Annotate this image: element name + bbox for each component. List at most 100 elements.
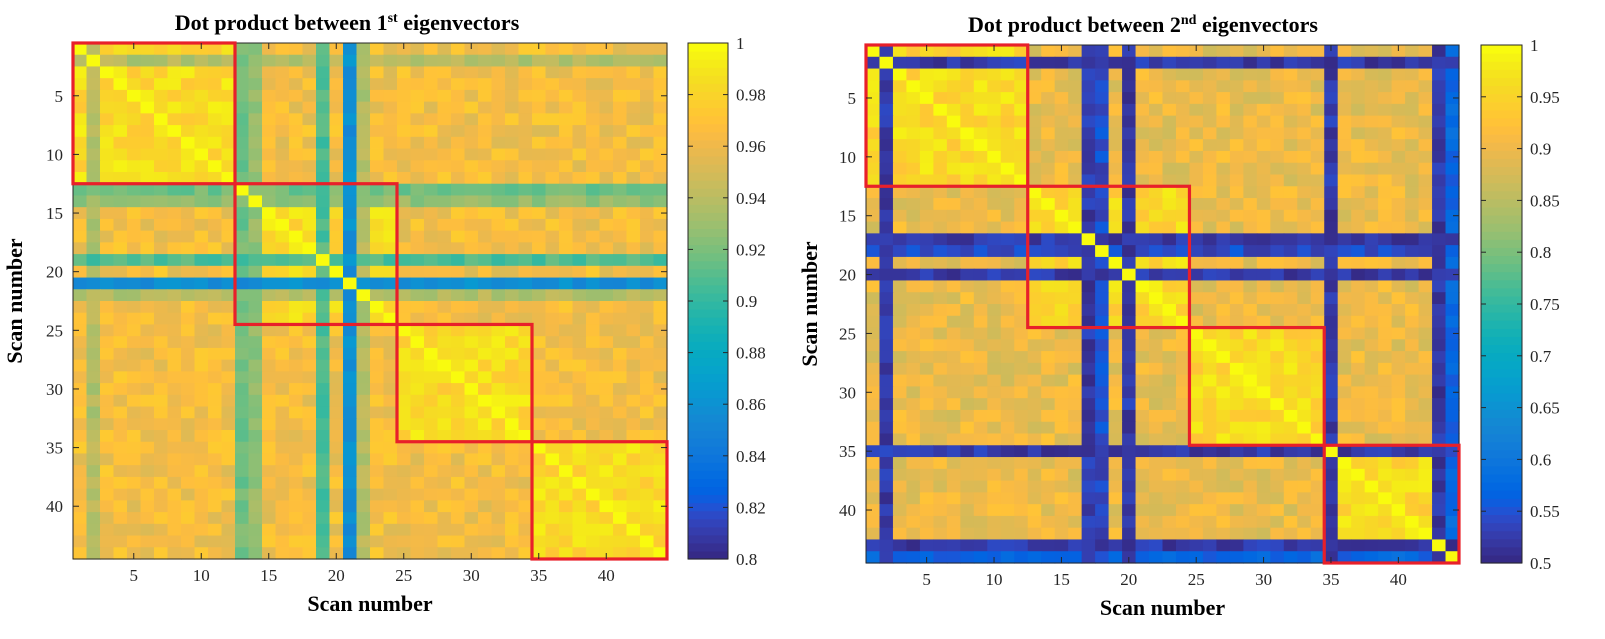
heatmap-cell [599,289,614,302]
heatmap-cell [154,347,169,361]
heatmap-cell [1283,150,1298,164]
heatmap-cell [1122,539,1137,552]
heatmap-cell [1135,539,1150,552]
heatmap-cell [464,183,479,197]
heatmap-cell [1081,433,1096,446]
heatmap-cell [113,183,128,197]
heatmap-cell [613,183,628,197]
heatmap-cell [383,476,398,490]
heatmap-cell [478,488,493,501]
heatmap-cell [316,254,331,267]
heatmap-cell [1000,80,1015,93]
heatmap-cell [1149,362,1164,376]
heatmap-cell [892,103,908,117]
heatmap-cell [302,66,317,79]
heatmap-cell [1337,351,1352,364]
heatmap-cell [532,488,547,501]
heatmap-cell [1041,233,1056,246]
heatmap-cell [1175,198,1191,211]
heatmap-cell [1122,492,1137,505]
heatmap-cell [1378,245,1393,258]
heatmap-cell [491,148,506,161]
heatmap-cell [505,183,520,197]
colorbar-segment [688,413,728,423]
heatmap-cell [1243,421,1258,435]
heatmap-cell [329,289,344,302]
heatmap-cell [329,359,344,372]
heatmap-cell [906,398,921,411]
heatmap-cell [181,43,196,56]
heatmap-cell [464,207,479,220]
heatmap-cell [464,66,479,79]
heatmap-cell [973,92,988,105]
heatmap-cell [1095,527,1110,541]
heatmap-cell [370,183,385,197]
heatmap-cell [532,125,547,138]
heatmap-cell [73,430,88,443]
heatmap-cell [437,465,452,478]
heatmap-cell [1243,327,1258,340]
heatmap-cell [140,512,155,525]
heatmap-cell [1041,198,1056,211]
heatmap-cell [1081,139,1096,152]
heatmap-cell [289,418,304,431]
heatmap-cell [167,172,182,185]
heatmap-cell [987,268,1002,282]
heatmap-cell [1202,315,1218,329]
heatmap-cell [235,394,250,408]
colorbar-segment [688,163,728,173]
heatmap-cell [1256,198,1271,211]
heatmap-cell [586,148,601,161]
heatmap-cell [987,174,1002,187]
heatmap-cell [302,406,317,419]
heatmap-cell [1405,292,1420,305]
heatmap-cell [653,324,668,337]
heatmap-cell [946,280,961,293]
heatmap-cell [866,45,881,58]
heatmap-cell [1095,492,1110,505]
heatmap-cell [906,139,921,152]
heatmap-cell [86,383,101,396]
heatmap-cell [892,245,908,258]
heatmap-cell [1270,268,1285,282]
heatmap-cell [1014,92,1029,105]
heatmap-cell [532,430,547,443]
heatmap-cell [866,198,881,211]
heatmap-cell [343,242,358,255]
heatmap-cell [1014,527,1029,541]
heatmap-cell [262,218,277,232]
heatmap-cell [437,43,452,56]
colorbar-tick-label: 0.84 [736,447,766,466]
heatmap-cell [545,136,560,150]
heatmap-cell [1122,362,1137,376]
heatmap-cell [1202,492,1218,505]
heatmap-cell [599,500,614,513]
heatmap-cell [397,172,412,185]
heatmap-cell [491,242,506,255]
heatmap-cell [383,418,398,431]
heatmap-cell [464,430,479,443]
heatmap-cell [370,383,385,396]
heatmap-cell [1000,68,1015,81]
heatmap-cell [302,312,317,326]
heatmap-cell [1270,327,1285,340]
heatmap-cell [478,125,493,138]
heatmap-cell [356,336,371,349]
heatmap-cell [1095,150,1110,164]
heatmap-cell [1108,280,1123,293]
heatmap-cell [960,209,975,223]
heatmap-cell [1216,80,1231,93]
heatmap-cell [906,480,921,493]
heatmap-cell [221,101,236,114]
heatmap-cell [973,245,988,258]
colorbar-segment [1481,393,1522,402]
heatmap-cell [1324,139,1339,152]
heatmap-cell [424,512,439,525]
heatmap-cell [1027,245,1042,258]
heatmap-cell [987,457,1002,470]
heatmap-cell [154,547,169,560]
heatmap-cell [1405,504,1420,517]
heatmap-cell [1256,103,1271,117]
heatmap-cell [1405,315,1420,329]
heatmap-cell [1000,386,1015,399]
